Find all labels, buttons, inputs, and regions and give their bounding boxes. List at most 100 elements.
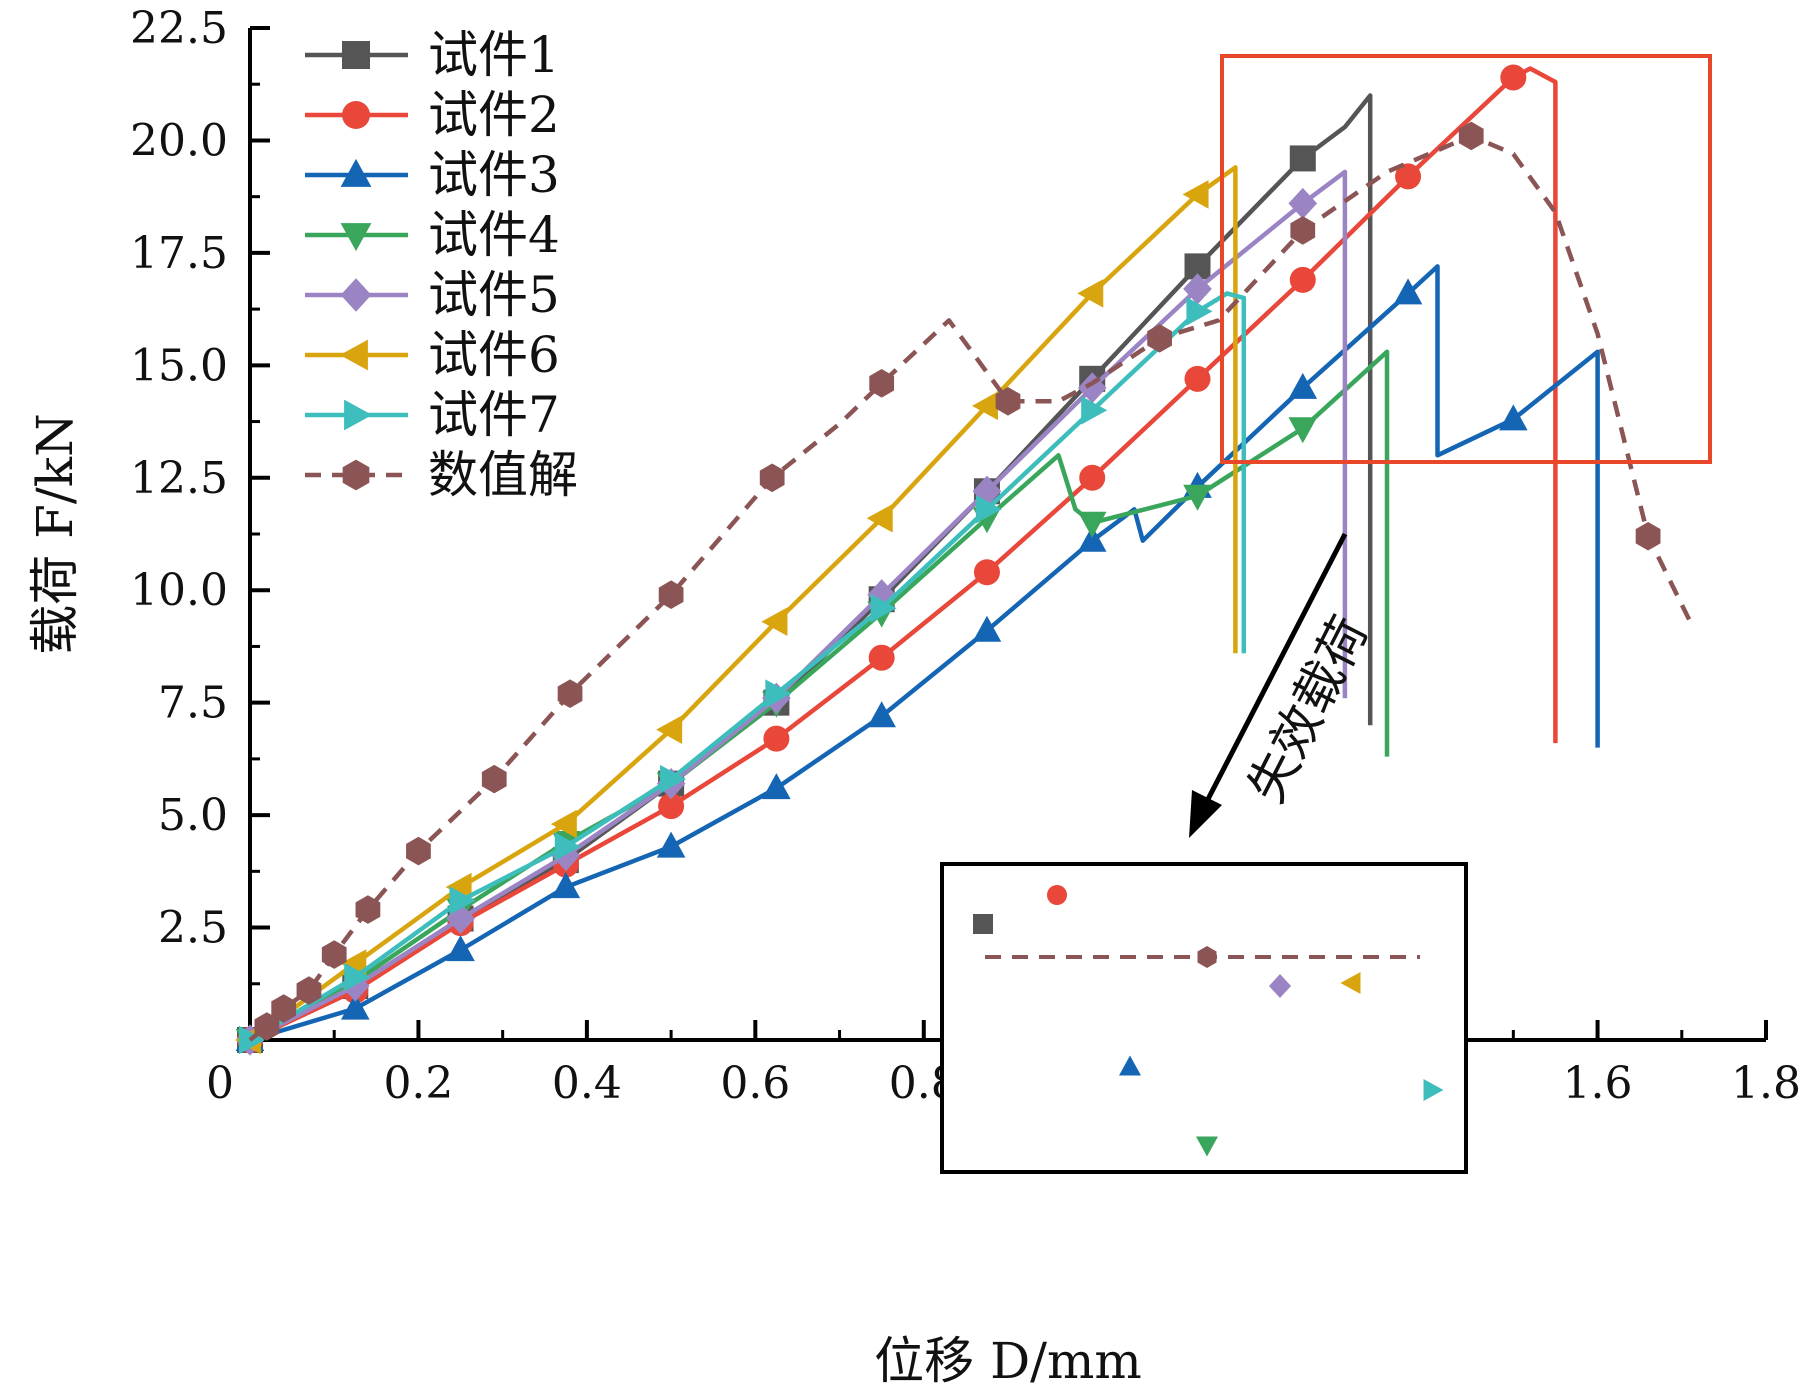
peak-highlight-rect	[1220, 54, 1712, 464]
legend-item: 试件5	[305, 266, 560, 324]
legend-item: 试件4	[305, 206, 560, 264]
y-tick-label: 22.5	[130, 3, 228, 54]
data-point	[658, 793, 685, 820]
data-point	[355, 895, 381, 924]
inset-rect	[940, 862, 1468, 1174]
legend-marker	[344, 399, 373, 431]
data-point	[321, 940, 347, 969]
failure-load-annotation: 失效载荷	[1189, 532, 1379, 838]
x-axis-title: 位移 D/mm	[874, 1332, 1142, 1385]
plot-area: 00.20.40.60.81.01.21.41.61.82.55.07.510.…	[26, 3, 1801, 1385]
legend-label: 数值解	[428, 446, 578, 504]
data-point	[1077, 372, 1107, 404]
data-point	[344, 962, 371, 992]
data-point	[406, 836, 431, 866]
data-point	[296, 976, 322, 1005]
data-point	[867, 701, 896, 728]
y-tick-label: 20.0	[130, 115, 228, 166]
data-point	[1184, 365, 1211, 392]
legend-item: 试件3	[305, 146, 560, 204]
annotation-arrow-head	[1189, 790, 1222, 838]
legend-label: 试件3	[428, 146, 560, 204]
data-point	[1458, 121, 1484, 151]
data-point	[340, 949, 367, 978]
data-point	[868, 644, 895, 671]
data-point	[1079, 464, 1106, 491]
data-point	[763, 725, 790, 752]
data-point	[660, 764, 687, 794]
inset-marker	[973, 914, 993, 934]
data-point	[1290, 216, 1316, 245]
legend-label: 试件4	[428, 206, 560, 264]
legend-item: 试件1	[305, 26, 560, 84]
data-point	[445, 872, 472, 902]
data-point	[1500, 64, 1527, 91]
y-tick-label: 7.5	[158, 678, 228, 729]
data-point	[1183, 273, 1212, 305]
data-point	[995, 387, 1021, 416]
legend-label: 试件2	[428, 86, 560, 144]
data-point	[1077, 511, 1107, 538]
data-point	[446, 935, 475, 962]
inset-markers	[973, 885, 1444, 1157]
inset-marker	[1196, 1136, 1218, 1157]
inset-legend-box	[940, 862, 1468, 1174]
inset-marker	[1047, 885, 1067, 905]
legend-marker	[340, 278, 372, 312]
data-point	[1288, 372, 1318, 399]
series-layer	[235, 64, 1693, 1056]
data-point	[1077, 525, 1107, 552]
data-point	[1289, 145, 1316, 172]
legend-item: 数值解	[305, 446, 578, 504]
annotation-arrow-line	[1202, 532, 1348, 807]
data-point	[656, 715, 683, 744]
data-point	[1081, 396, 1108, 425]
data-point	[550, 809, 577, 839]
data-point	[761, 607, 788, 637]
y-tick-label: 5.0	[158, 790, 228, 841]
data-point	[271, 994, 297, 1023]
y-tick-label: 15.0	[130, 340, 228, 391]
data-point	[973, 559, 1000, 586]
data-point	[866, 503, 893, 533]
x-tick-label: 1.6	[1563, 1058, 1633, 1109]
legend-label: 试件1	[428, 26, 560, 84]
data-point	[762, 773, 791, 800]
inset-marker	[1269, 974, 1291, 998]
annotation-text: 失效载荷	[1237, 607, 1379, 812]
legend-marker	[339, 339, 368, 371]
data-point	[557, 679, 583, 708]
series-7	[238, 291, 1247, 1055]
data-point	[759, 463, 785, 493]
legend-marker	[342, 41, 370, 69]
y-tick-label: 12.5	[130, 453, 228, 504]
data-point	[656, 831, 686, 858]
legend-item: 试件2	[305, 86, 560, 144]
data-point	[1635, 521, 1661, 551]
data-point	[971, 391, 998, 421]
y-axis-title: 载荷 F/kN	[26, 413, 84, 654]
series-line	[248, 133, 1693, 1042]
data-point	[449, 886, 476, 915]
data-point	[1288, 187, 1318, 220]
data-point	[975, 494, 1002, 524]
data-point	[1147, 324, 1172, 353]
x-tick-label: 1.8	[1731, 1058, 1801, 1109]
y-tick-label: 17.5	[130, 228, 228, 279]
data-point	[1393, 278, 1423, 305]
inset-marker	[1340, 972, 1361, 994]
y-tick-label: 2.5	[158, 903, 228, 954]
legend-label: 试件6	[428, 326, 560, 384]
inset-marker	[1423, 1079, 1444, 1101]
data-point	[551, 872, 581, 899]
data-point	[340, 993, 370, 1020]
data-point	[1289, 266, 1316, 293]
legend-marker	[340, 223, 372, 252]
x-tick-label: 0	[206, 1058, 234, 1109]
x-tick-label: 0.4	[552, 1058, 622, 1109]
data-point	[1182, 180, 1209, 209]
legend-marker	[342, 101, 370, 129]
data-point	[1288, 417, 1318, 444]
data-point	[869, 369, 895, 398]
